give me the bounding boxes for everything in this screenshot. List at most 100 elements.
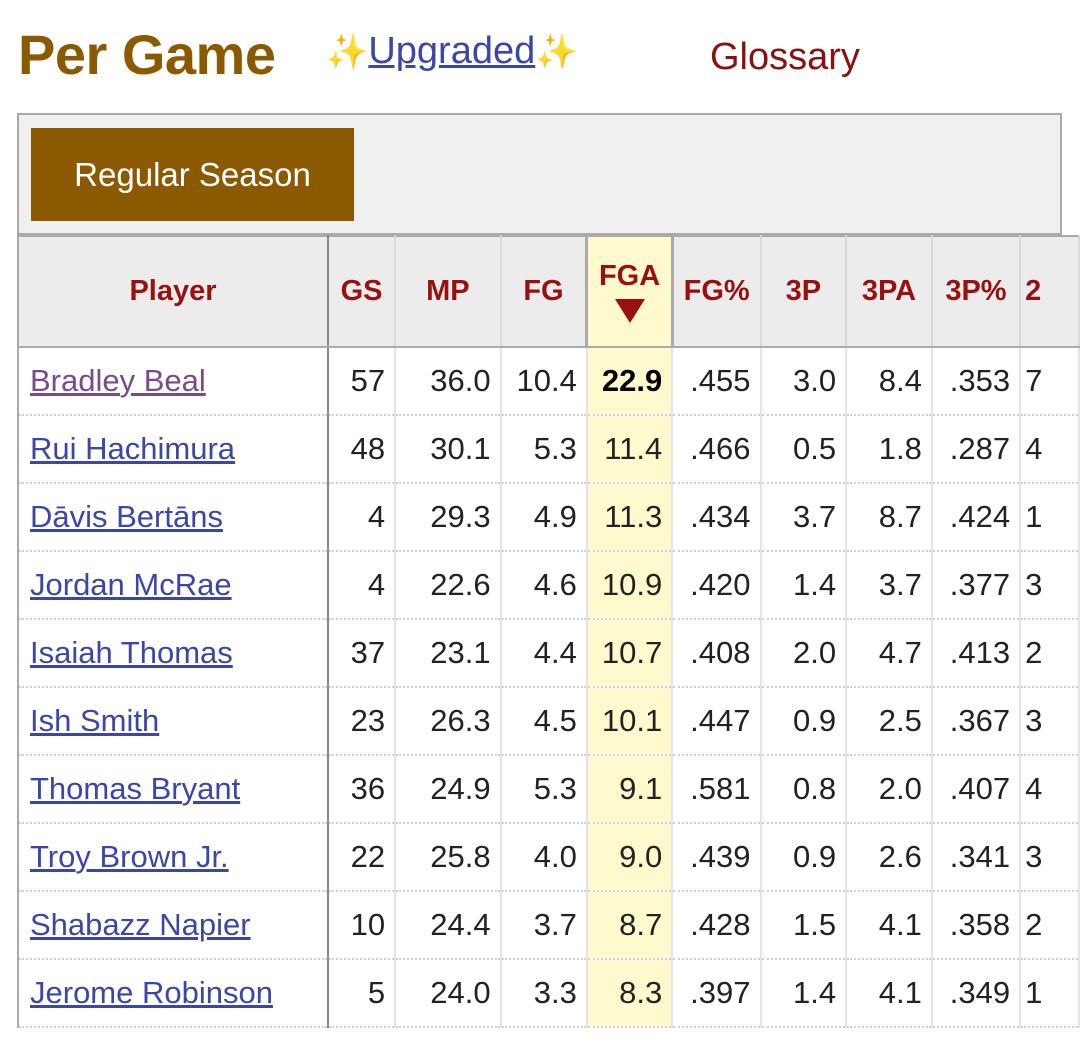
column-header-fg-pct[interactable]: FG% [672,234,762,348]
cell-player: Shabazz Napier [17,890,330,960]
cell-2p: 4 [1020,414,1080,484]
cell-mp: 24.0 [395,958,502,1028]
cell-fg: 4.0 [500,822,588,892]
cell-gs: 37 [328,618,397,688]
column-header-player[interactable]: Player [17,234,330,348]
cell-3p: 1.4 [760,550,848,620]
cell-gs: 48 [328,414,397,484]
cell-2p: 4 [1020,754,1080,824]
cell-fg: 4.6 [500,550,588,620]
table-row: Rui Hachimura 48 30.1 5.3 11.4.466 0.5 1.8.287… [17,414,1080,484]
column-header-mp[interactable]: MP [395,234,502,348]
cell-player: Jerome Robinson [17,958,330,1028]
cell-fg: 3.7 [500,890,588,960]
cell-player: Ish Smith [17,686,330,756]
cell-2p: 1 [1020,958,1080,1028]
player-link[interactable]: Bradley Beal [30,362,206,398]
cell-fga: 9.1 [586,754,674,824]
cell-gs: 10 [328,890,397,960]
column-header-fga[interactable]: FGA [585,234,674,348]
column-header-3p[interactable]: 3P [760,234,848,348]
cell-3p-pct: .424 [931,482,1022,552]
cell-3p: 2.0 [760,618,848,688]
cell-gs: 4 [328,550,397,620]
cell-3pa: 1.8 [846,414,933,484]
column-header-fg[interactable]: FG [500,234,588,348]
cell-player: Thomas Bryant [17,754,330,824]
cell-3pa: 2.5 [846,686,933,756]
cell-mp: 22.6 [395,550,502,620]
cell-3p-pct: .341 [931,822,1022,892]
player-link[interactable]: Rui Hachimura [30,430,236,466]
cell-fg: 4.9 [500,482,588,552]
cell-gs: 5 [328,958,397,1028]
cell-mp: 24.4 [395,890,502,960]
cell-mp: 23.1 [395,618,502,688]
cell-2p: 1 [1020,482,1080,552]
per-game-table-container[interactable]: Player GS MP FG FGA FG% 3P 3PA 3P% 2 Bra… [17,234,1080,1042]
cell-3p: 0.9 [760,686,848,756]
sparkle-icon: ✨ [535,33,578,71]
player-link[interactable]: Thomas Bryant [30,770,241,806]
cell-fg-pct: .397 [672,958,762,1028]
cell-player: Troy Brown Jr. [17,822,330,892]
table-row: Bradley Beal 57 36.0 10.4 22.9.455 3.0 8.4.353… [17,346,1080,416]
cell-mp: 30.1 [395,414,502,484]
cell-mp: 36.0 [395,346,502,416]
cell-fg-pct: .420 [672,550,762,620]
cell-player: Bradley Beal [17,346,330,416]
cell-3p: 1.5 [760,890,848,960]
player-link[interactable]: Shabazz Napier [30,906,251,942]
cell-2p: 3 [1020,822,1080,892]
cell-fga: 22.9 [586,346,674,416]
table-row: Ish Smith 23 26.3 4.5 10.1.447 0.9 2.5.367 3 [17,686,1080,756]
regular-season-button[interactable]: Regular Season [31,128,354,221]
cell-fg-pct: .447 [672,686,762,756]
upgraded-link[interactable]: Upgraded [368,30,536,72]
page-title: Per Game [18,23,276,86]
cell-mp: 25.8 [395,822,502,892]
cell-3pa: 8.4 [846,346,933,416]
column-header-2p[interactable]: 2 [1020,234,1080,348]
page-header: Per Game ✨Upgraded✨ Glossary [0,0,1080,110]
cell-3p-pct: .349 [931,958,1022,1028]
cell-fg-pct: .581 [672,754,762,824]
player-link[interactable]: Isaiah Thomas [30,634,233,670]
cell-fga: 10.1 [586,686,674,756]
table-row: Thomas Bryant 36 24.9 5.3 9.1.581 0.8 2.0.407 4 [17,754,1080,824]
cell-fga: 8.3 [586,958,674,1028]
table-body: Bradley Beal 57 36.0 10.4 22.9.455 3.0 8.4.353… [17,346,1080,1028]
per-game-table: Player GS MP FG FGA FG% 3P 3PA 3P% 2 Bra… [17,234,1080,1028]
cell-fg-pct: .466 [672,414,762,484]
column-header-fga-label: FGA [598,259,661,292]
player-link[interactable]: Dāvis Bertāns [30,498,223,534]
glossary-link[interactable]: Glossary [710,36,860,78]
cell-3p: 3.7 [760,482,848,552]
player-link[interactable]: Troy Brown Jr. [30,838,229,874]
player-link[interactable]: Jerome Robinson [30,974,273,1010]
cell-player: Jordan McRae [17,550,330,620]
cell-3pa: 4.1 [846,890,933,960]
cell-fg: 4.4 [500,618,588,688]
cell-player: Dāvis Bertāns [17,482,330,552]
column-header-3pa[interactable]: 3PA [846,234,933,348]
table-row: Jerome Robinson 5 24.0 3.3 8.3.397 1.4 4.1.349… [17,958,1080,1028]
cell-3pa: 4.7 [846,618,933,688]
cell-gs: 57 [328,346,397,416]
cell-2p: 3 [1020,686,1080,756]
cell-fga: 9.0 [586,822,674,892]
player-link[interactable]: Jordan McRae [30,566,232,602]
cell-fg: 5.3 [500,754,588,824]
cell-3pa: 3.7 [846,550,933,620]
cell-fga: 11.4 [586,414,674,484]
cell-3p-pct: .413 [931,618,1022,688]
cell-2p: 3 [1020,550,1080,620]
player-link[interactable]: Ish Smith [30,702,160,738]
cell-3pa: 4.1 [846,958,933,1028]
cell-3p-pct: .377 [931,550,1022,620]
column-header-3p-pct[interactable]: 3P% [931,234,1022,348]
column-header-gs[interactable]: GS [328,234,397,348]
cell-fg: 3.3 [500,958,588,1028]
cell-2p: 2 [1020,618,1080,688]
cell-player: Isaiah Thomas [17,618,330,688]
